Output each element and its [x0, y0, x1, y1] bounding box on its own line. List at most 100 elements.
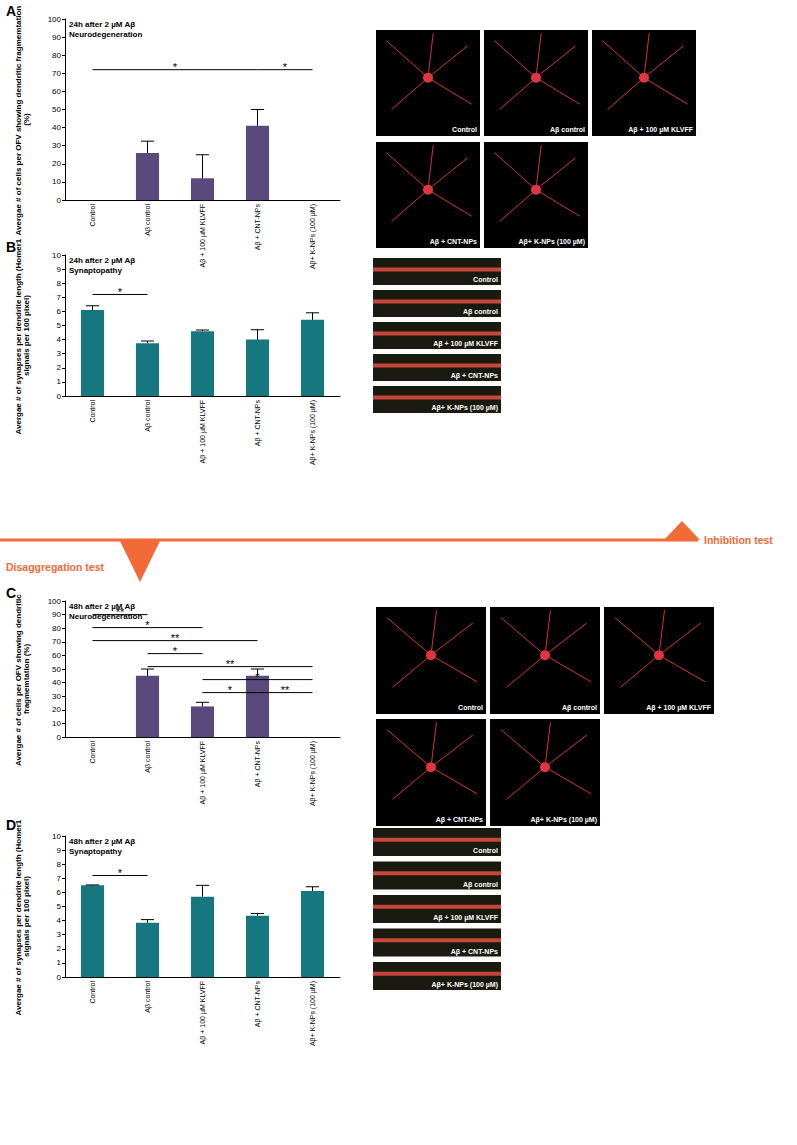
svg-text:Aβ + CNT-NPs: Aβ + CNT-NPs: [430, 238, 477, 246]
svg-text:Aβ + 100 µM KLVFF: Aβ + 100 µM KLVFF: [433, 914, 498, 922]
svg-text:0: 0: [57, 196, 62, 205]
svg-text:Aβ+ K-NPs (100 µM): Aβ+ K-NPs (100 µM): [432, 981, 498, 989]
svg-text:**: **: [171, 632, 180, 644]
svg-text:4: 4: [57, 916, 62, 925]
svg-text:0: 0: [57, 392, 62, 401]
svg-text:Aβ + CNT-NPs: Aβ + CNT-NPs: [451, 372, 498, 380]
svg-text:4: 4: [57, 335, 62, 344]
svg-text:Control: Control: [89, 981, 96, 1004]
svg-text:Aβ+ K-NPs (100 µM): Aβ+ K-NPs (100 µM): [309, 204, 317, 269]
svg-text:80: 80: [52, 51, 61, 60]
svg-text:*: *: [283, 61, 288, 73]
svg-text:Control: Control: [452, 126, 477, 133]
svg-text:Aβ + CNT-NPs: Aβ + CNT-NPs: [254, 400, 262, 447]
svg-text:Neurodegeneration: Neurodegeneration: [69, 612, 142, 621]
svg-text:8: 8: [57, 279, 62, 288]
svg-text:*: *: [228, 684, 233, 696]
svg-text:Aβ+ K-NPs (100 µM): Aβ+ K-NPs (100 µM): [309, 741, 317, 806]
svg-text:1: 1: [57, 377, 62, 386]
svg-text:40: 40: [52, 678, 61, 687]
svg-text:2: 2: [57, 363, 62, 372]
svg-text:*: *: [118, 286, 123, 298]
svg-text:0: 0: [57, 973, 62, 982]
svg-text:Aβ control: Aβ control: [144, 400, 152, 432]
svg-text:90: 90: [52, 33, 61, 42]
svg-text:*: *: [173, 61, 178, 73]
svg-text:48h after 2 µM Aβ: 48h after 2 µM Aβ: [69, 602, 135, 611]
svg-text:30: 30: [52, 141, 61, 150]
svg-text:Aβ+ K-NPs (100 µM): Aβ+ K-NPs (100 µM): [432, 404, 498, 412]
svg-text:10: 10: [52, 177, 61, 186]
svg-text:Aβ + 100 µM KLVFF: Aβ + 100 µM KLVFF: [199, 741, 207, 804]
svg-text:80: 80: [52, 624, 61, 633]
svg-text:40: 40: [52, 123, 61, 132]
svg-text:Aβ control: Aβ control: [144, 204, 152, 236]
svg-text:70: 70: [52, 69, 61, 78]
svg-text:48h after 2 µM Aβ: 48h after 2 µM Aβ: [69, 837, 135, 846]
svg-text:Aβ + 100 µM KLVFF: Aβ + 100 µM KLVFF: [199, 981, 207, 1044]
svg-text:Aβ+ K-NPs (100 µM): Aβ+ K-NPs (100 µM): [309, 400, 317, 465]
svg-text:Control: Control: [458, 704, 483, 711]
svg-text:7: 7: [57, 874, 62, 883]
svg-text:3: 3: [57, 349, 62, 358]
svg-text:2: 2: [57, 944, 62, 953]
svg-text:Aβ + 100 µM KLVFF: Aβ + 100 µM KLVFF: [646, 704, 711, 712]
svg-text:24h after 2 µM Aβ: 24h after 2 µM Aβ: [69, 256, 135, 265]
svg-text:Aβ + CNT-NPs: Aβ + CNT-NPs: [436, 816, 483, 824]
svg-text:Disaggregation test: Disaggregation test: [6, 561, 105, 573]
svg-text:Aβ+ K-NPs (100 µM): Aβ+ K-NPs (100 µM): [531, 816, 597, 824]
svg-text:Control: Control: [473, 276, 498, 283]
svg-text:*: *: [173, 645, 178, 657]
svg-text:*: *: [118, 867, 123, 879]
svg-text:50: 50: [52, 105, 61, 114]
svg-text:6: 6: [57, 307, 62, 316]
svg-text:Aβ+ K-NPs (100 µM): Aβ+ K-NPs (100 µM): [519, 238, 585, 246]
svg-text:fragmemtation (%): fragmemtation (%): [22, 644, 31, 715]
svg-text:20: 20: [52, 705, 61, 714]
svg-text:3: 3: [57, 930, 62, 939]
svg-text:signals per 100 pixel): signals per 100 pixel): [22, 876, 31, 957]
svg-text:10: 10: [52, 832, 61, 841]
svg-text:Control: Control: [473, 847, 498, 854]
svg-text:Aβ control: Aβ control: [144, 741, 152, 773]
svg-text:9: 9: [57, 265, 62, 274]
svg-text:*: *: [255, 671, 260, 683]
svg-text:Control: Control: [89, 204, 96, 227]
svg-text:24h after 2 µM Aβ: 24h after 2 µM Aβ: [69, 20, 135, 29]
svg-text:Aβ + 100 µM KLVFF: Aβ + 100 µM KLVFF: [628, 126, 693, 134]
svg-text:Aβ control: Aβ control: [463, 308, 498, 316]
svg-text:8: 8: [57, 860, 62, 869]
svg-text:60: 60: [52, 87, 61, 96]
svg-text:60: 60: [52, 651, 61, 660]
svg-text:Aβ control: Aβ control: [463, 881, 498, 889]
svg-text:20: 20: [52, 159, 61, 168]
svg-text:10: 10: [52, 251, 61, 260]
svg-text:(%): (%): [22, 113, 31, 126]
svg-text:100: 100: [48, 15, 62, 24]
svg-text:Aβ control: Aβ control: [550, 126, 585, 134]
svg-text:Aβ + CNT-NPs: Aβ + CNT-NPs: [254, 204, 262, 251]
svg-text:50: 50: [52, 665, 61, 674]
svg-text:Aβ + 100 µM KLVFF: Aβ + 100 µM KLVFF: [199, 400, 207, 463]
svg-text:100: 100: [48, 597, 62, 606]
svg-text:9: 9: [57, 846, 62, 855]
svg-text:7: 7: [57, 293, 62, 302]
svg-text:Aβ control: Aβ control: [144, 981, 152, 1013]
svg-text:5: 5: [57, 902, 62, 911]
svg-text:10: 10: [52, 719, 61, 728]
svg-text:70: 70: [52, 637, 61, 646]
svg-text:Aβ + CNT-NPs: Aβ + CNT-NPs: [254, 981, 262, 1028]
svg-text:Aβ + CNT-NPs: Aβ + CNT-NPs: [451, 948, 498, 956]
svg-text:Aβ + 100 µM KLVFF: Aβ + 100 µM KLVFF: [199, 204, 207, 267]
svg-text:Inhibition test: Inhibition test: [704, 534, 773, 546]
svg-text:5: 5: [57, 321, 62, 330]
svg-text:1: 1: [57, 958, 62, 967]
svg-text:Aβ + 100 µM KLVFF: Aβ + 100 µM KLVFF: [433, 340, 498, 348]
svg-text:Control: Control: [89, 741, 96, 764]
svg-text:0: 0: [57, 733, 62, 742]
svg-text:30: 30: [52, 692, 61, 701]
svg-text:6: 6: [57, 888, 62, 897]
svg-text:signals per 100 pixel): signals per 100 pixel): [22, 295, 31, 376]
svg-text:Control: Control: [89, 400, 96, 423]
svg-text:*: *: [145, 619, 150, 631]
